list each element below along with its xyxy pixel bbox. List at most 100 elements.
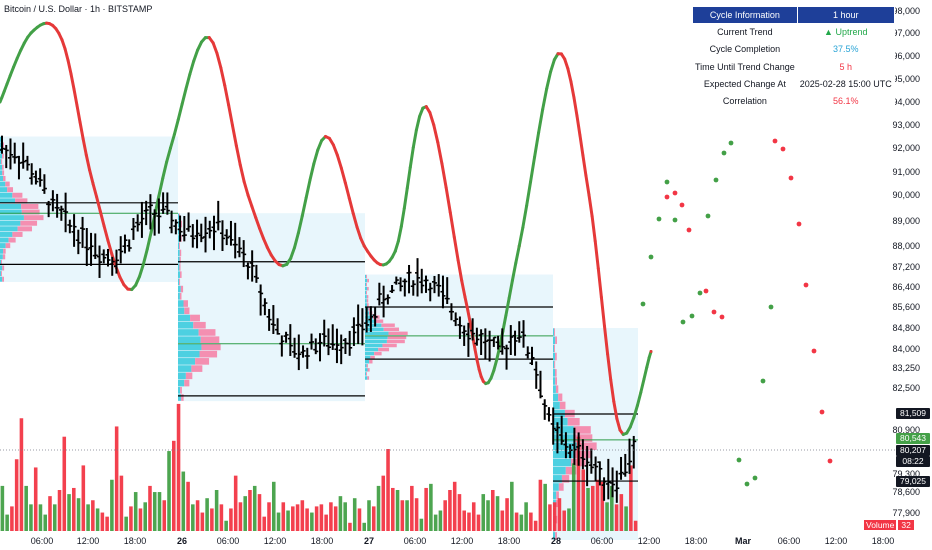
profile-bar-sell bbox=[556, 491, 559, 499]
volume-bar bbox=[362, 522, 367, 531]
profile-bar-buy bbox=[0, 153, 3, 159]
volume-bar bbox=[481, 494, 486, 531]
cycle-wave-up-segment bbox=[507, 278, 514, 300]
profile-bar-buy bbox=[365, 323, 382, 327]
profile-bar-sell bbox=[382, 343, 397, 348]
cycle-wave-down-segment bbox=[63, 47, 70, 62]
profile-bar-buy bbox=[553, 483, 559, 491]
cycle-wave-down-segment bbox=[95, 195, 102, 213]
volume-bar bbox=[271, 481, 276, 531]
projection-dot-up bbox=[648, 254, 654, 260]
volume-bar bbox=[81, 465, 86, 531]
cycle-wave-up-segment bbox=[525, 180, 533, 208]
profile-bar-buy bbox=[553, 466, 566, 475]
x-tick-label: 28 bbox=[551, 536, 561, 546]
projection-dot-up bbox=[640, 301, 646, 307]
profile-bar-sell bbox=[370, 355, 375, 360]
profile-bar-buy bbox=[0, 276, 3, 282]
price-tag-value-area-high: 81,509 bbox=[896, 408, 930, 419]
cycle-wave-up-segment bbox=[8, 65, 16, 78]
cycle-wave-up-segment bbox=[541, 87, 549, 111]
profile-bar-buy bbox=[0, 175, 4, 181]
cycle-wave-down-segment bbox=[466, 309, 473, 326]
volume-bar bbox=[133, 492, 138, 531]
cycle-wave-down-segment bbox=[436, 140, 444, 166]
cycle-wave-down-segment bbox=[102, 224, 110, 242]
profile-bar-sell bbox=[2, 142, 4, 148]
x-tick-label: 18:00 bbox=[498, 536, 521, 546]
projection-dot-up bbox=[760, 378, 766, 384]
volume-bar bbox=[438, 510, 443, 531]
projection-dot-down bbox=[772, 138, 778, 144]
expected-change-label: Expected Change At bbox=[692, 74, 798, 93]
profile-bar-buy bbox=[178, 227, 180, 235]
volume-bar bbox=[29, 504, 33, 531]
profile-bar-buy bbox=[178, 321, 194, 329]
profile-bar-buy bbox=[553, 393, 559, 402]
projection-dot-up bbox=[705, 213, 711, 219]
volume-bar bbox=[62, 436, 67, 531]
volume-bar bbox=[391, 487, 395, 531]
profile-bar-buy bbox=[365, 327, 384, 332]
profile-bar-buy bbox=[0, 164, 3, 170]
x-tick-label: 06:00 bbox=[217, 536, 240, 546]
volume-bar bbox=[267, 502, 271, 531]
profile-bar-sell bbox=[555, 377, 558, 385]
profile-bar-buy bbox=[178, 242, 180, 250]
profile-bar-sell bbox=[20, 220, 38, 226]
cycle-wave-down-segment bbox=[254, 216, 262, 230]
profile-bar-buy bbox=[365, 315, 374, 319]
cycle-wave-up-segment bbox=[134, 275, 141, 287]
price-axis[interactable]: 98,000 97,000 96,000 95,000 94,000 93,000 92,0… bbox=[892, 6, 920, 518]
cycle-wave-down-segment bbox=[219, 66, 227, 88]
volume-profile-layer bbox=[0, 136, 638, 540]
profile-bar-sell bbox=[2, 170, 5, 176]
volume-bar bbox=[5, 514, 9, 531]
volume-bar bbox=[257, 494, 262, 531]
volume-bar bbox=[138, 508, 143, 531]
cycle-wave-up-segment bbox=[545, 70, 553, 91]
volume-bar bbox=[610, 485, 614, 531]
correlation-label: Correlation bbox=[692, 91, 798, 111]
volume-bar bbox=[119, 475, 124, 531]
cycle-wave-down-segment bbox=[60, 38, 67, 51]
volume-bar bbox=[567, 508, 571, 531]
volume-bar bbox=[614, 504, 619, 531]
profile-bar-sell bbox=[388, 331, 408, 336]
volume-bar bbox=[352, 498, 357, 531]
profile-bar-sell bbox=[555, 385, 559, 393]
profile-bar-sell bbox=[387, 335, 407, 340]
volume-bar bbox=[214, 490, 219, 531]
profile-bar-buy bbox=[0, 198, 16, 204]
current-trend-label: Current Trend bbox=[692, 23, 798, 42]
volume-bar bbox=[491, 490, 495, 531]
volume-bar bbox=[10, 506, 14, 531]
cycle-wave-up-segment bbox=[645, 356, 651, 369]
profile-bar-sell bbox=[555, 336, 557, 345]
profile-bar-sell bbox=[200, 336, 220, 344]
cycle-wave-down-segment bbox=[473, 347, 479, 362]
y-tick-label: 95,000 bbox=[892, 74, 920, 84]
cycle-wave-up-segment bbox=[639, 377, 646, 394]
time-axis[interactable]: 06:00 12:00 18:00 26 06:00 12:00 18:00 27 06:00 1… bbox=[31, 536, 895, 546]
cycle-wave-down-segment bbox=[566, 67, 573, 84]
projection-dot-up bbox=[689, 313, 695, 319]
cycle-wave-up-segment bbox=[642, 365, 649, 381]
cycle-wave-up-segment bbox=[12, 56, 19, 69]
cycle-wave-down-segment bbox=[428, 111, 436, 127]
cycle-wave-up-segment bbox=[161, 160, 169, 180]
y-tick-label: 80,900 bbox=[892, 425, 920, 435]
volume-profile-box bbox=[178, 213, 365, 402]
cycle-wave-layer bbox=[0, 21, 653, 436]
profile-bar-sell bbox=[5, 181, 10, 187]
profile-bar-sell bbox=[179, 264, 181, 271]
cycle-wave-down-segment bbox=[234, 144, 242, 167]
volume-bar bbox=[319, 504, 324, 531]
cycle-wave-down-segment bbox=[615, 417, 622, 432]
profile-bar-buy bbox=[365, 278, 368, 283]
profile-bar-sell bbox=[184, 307, 190, 315]
profile-bar-buy bbox=[0, 203, 22, 209]
profile-bar-buy bbox=[178, 285, 181, 293]
cycle-wave-up-segment bbox=[145, 230, 153, 251]
